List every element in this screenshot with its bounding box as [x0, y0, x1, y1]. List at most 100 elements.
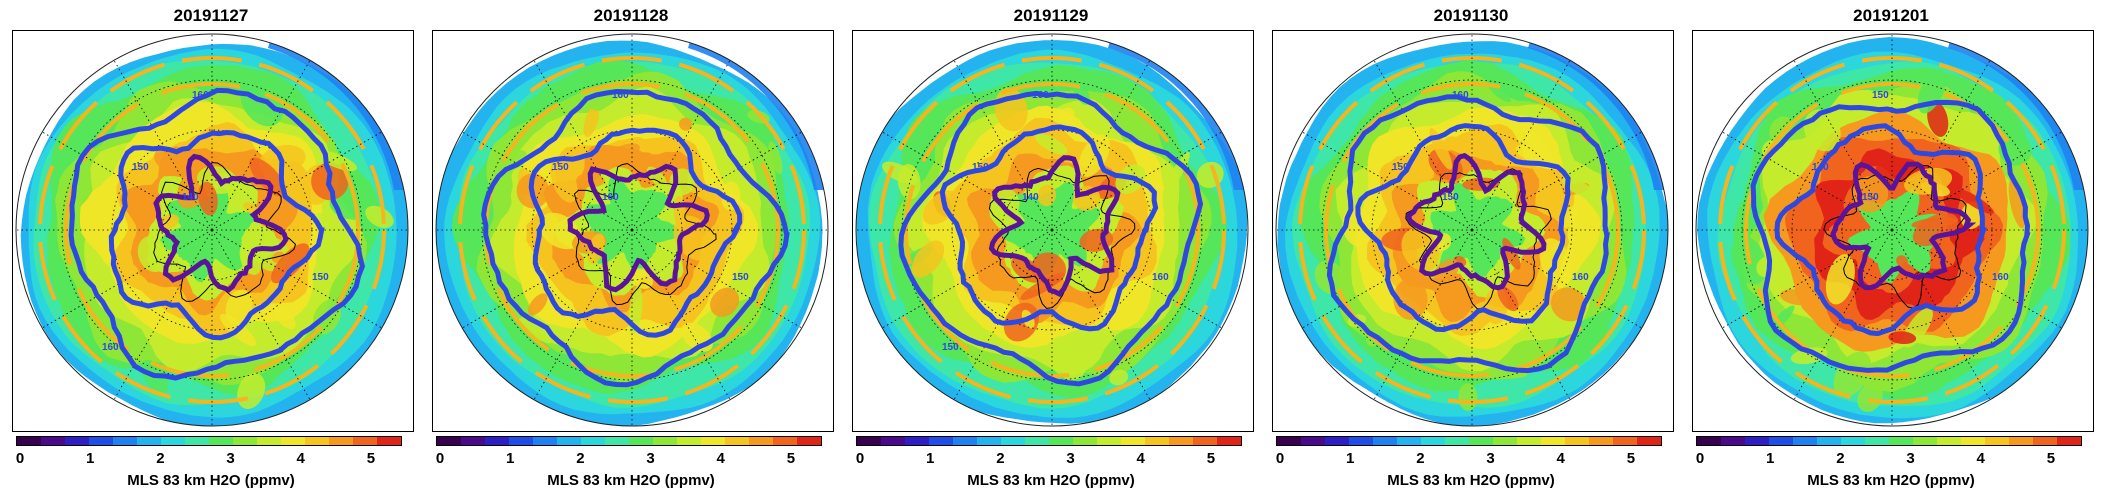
longitude-line — [1891, 131, 2062, 231]
colorbar-segment — [1373, 437, 1397, 445]
h2o-patch — [1059, 107, 1075, 124]
h2o-patch — [1524, 128, 1553, 165]
h2o-patch — [1888, 331, 1917, 345]
h2o-patch — [159, 214, 180, 230]
contour-label: 160 — [192, 90, 209, 101]
map-panel-5: 20191201 150 140 150 160 0 1 2 3 4 5 MLS 83 km H2O … — [1688, 0, 2094, 504]
colorbar-segment — [629, 437, 653, 445]
colorbar-segment — [461, 437, 485, 445]
colorbar-ticks: 0 1 2 3 4 5 — [436, 450, 822, 470]
contour-label: 160 — [612, 90, 629, 101]
h2o-patch — [1904, 167, 1953, 195]
map-svg: 160 150 160 150 — [435, 33, 829, 427]
h2o-patch — [604, 143, 640, 165]
longitude-line — [211, 229, 311, 400]
colorbar-segment — [1169, 437, 1193, 445]
colorbar — [16, 436, 402, 446]
colorbar-segment — [1769, 437, 1793, 445]
colorbar-ticks: 0 1 2 3 4 5 — [1696, 450, 2082, 470]
h2o-patch — [1037, 184, 1057, 207]
map-panel-2: 20191128 160 150 160 150 0 1 2 3 4 5 MLS 83 km H2O … — [428, 0, 834, 504]
contour-orange — [904, 82, 1200, 378]
h2o-patch — [1790, 347, 1828, 365]
colorbar-segment — [377, 437, 401, 445]
contour-160 — [481, 88, 790, 388]
colorbar-segment — [1001, 437, 1025, 445]
polar-map: 160 150 160 150 — [432, 30, 834, 432]
colorbar-segment — [1565, 437, 1589, 445]
colorbar-tick-label: 2 — [996, 450, 1005, 467]
colorbar-segment — [701, 437, 725, 445]
colorbar-tick-label: 0 — [1275, 450, 1285, 467]
colorbar-segment — [1325, 437, 1349, 445]
colorbar-segment — [1193, 437, 1217, 445]
polar-map: 160 150 140 150 160 — [12, 30, 414, 432]
colorbar-segment — [1697, 437, 1721, 445]
panel-title: 20191129 — [1013, 6, 1089, 25]
colorbar-segment — [1349, 437, 1373, 445]
colorbar-segment — [905, 437, 929, 445]
contour-150 — [528, 127, 743, 338]
colorbar-segment — [1301, 437, 1325, 445]
colorbar-segment — [581, 437, 605, 445]
colorbar-segment — [773, 437, 797, 445]
colorbar-tick-label: 2 — [1836, 450, 1845, 467]
longitude-line — [533, 229, 633, 400]
colorbar-segment — [533, 437, 557, 445]
h2o-patch — [1896, 255, 1909, 267]
colorbar-segment — [509, 437, 533, 445]
h2o-patch — [768, 141, 783, 175]
colorbar-segment — [1937, 437, 1961, 445]
contour-label: 150 — [1872, 90, 1889, 101]
colorbar-tick-label: 2 — [156, 450, 165, 467]
colorbar-segment — [113, 437, 137, 445]
map-svg: 150 140 150 160 — [1695, 33, 2089, 427]
h2o-patch — [550, 159, 578, 203]
colorbar-tick-label: 1 — [506, 450, 515, 467]
longitude-line — [1373, 229, 1473, 400]
colorbar-segment — [1841, 437, 1865, 445]
colorbar-tick-label: 5 — [2046, 450, 2056, 467]
longitude-line — [211, 60, 311, 231]
colorbar-segment — [1793, 437, 1817, 445]
colorbar-segment — [305, 437, 329, 445]
contour-label: 160 — [1152, 272, 1169, 283]
h2o-band — [159, 187, 255, 283]
contour-150 — [108, 129, 325, 341]
h2o-patch — [1502, 237, 1521, 270]
h2o-patch — [1497, 286, 1519, 312]
colorbar-tick-label: 3 — [646, 450, 655, 467]
contour-140 — [1405, 152, 1547, 291]
colorbar-tick-label: 4 — [1976, 450, 1985, 467]
contour-label: 150 — [732, 272, 749, 283]
colorbar-segment — [1421, 437, 1445, 445]
longitude-line — [1471, 229, 1642, 329]
h2o-patch — [273, 305, 296, 330]
colorbar-segment — [1637, 437, 1661, 445]
colorbar-segment — [41, 437, 65, 445]
colorbar-tick-label: 5 — [1626, 450, 1636, 467]
colorbar-segment — [857, 437, 881, 445]
longitude-line — [1471, 229, 1571, 400]
colorbar-segment — [257, 437, 281, 445]
longitude-line — [211, 229, 382, 329]
contour-150 — [1774, 123, 1987, 337]
colorbar-tick-label: 0 — [855, 450, 865, 467]
colorbar-tick-label: 4 — [296, 450, 305, 467]
map-boundary — [435, 33, 829, 427]
colorbar-segment — [1049, 437, 1073, 445]
colorbar-segment — [1961, 437, 1985, 445]
colorbar-tick-label: 0 — [15, 450, 25, 467]
colorbar-segment — [1589, 437, 1613, 445]
contour-label: 150 — [1392, 162, 1409, 173]
longitude-line — [1302, 131, 1473, 231]
colorbar-segment — [677, 437, 701, 445]
longitude-line — [211, 131, 382, 231]
colorbar-ticks: 0 1 2 3 4 5 — [1276, 450, 1662, 470]
h2o-patch — [1035, 133, 1068, 155]
map-svg: 160 150 150 160 — [1275, 33, 1669, 427]
contour-label: 160 — [102, 342, 119, 353]
map-boundary — [15, 33, 409, 427]
colorbar-segment — [1985, 437, 2009, 445]
h2o-patch — [673, 215, 715, 261]
